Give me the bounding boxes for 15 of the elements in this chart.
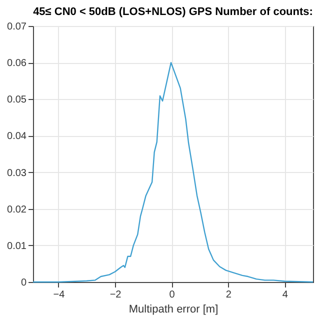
y-tick-label: 0.01 [7,240,27,252]
x-tick-label: −4 [53,290,66,300]
x-tick-label: −2 [110,290,122,300]
y-tick-label: 0.03 [7,168,27,179]
y-tick-label: 0 [20,278,27,288]
x-tick-label: 4 [282,290,288,300]
y-tick-label: 0.06 [7,58,27,70]
y-tick-label: 0.04 [7,131,27,142]
y-tick-label: 0.05 [7,94,27,106]
y-tick-label: 0.07 [7,22,27,32]
x-axis-title: Multipath error [m] [128,304,218,316]
x-tick-label: 2 [226,290,232,300]
y-tick-label: 0.02 [7,204,27,216]
chart-title: 45≤ CN0 < 50dB (LOS+NLOS) GPS Number of counts: [33,6,313,18]
x-tick-label: 0 [169,290,176,300]
